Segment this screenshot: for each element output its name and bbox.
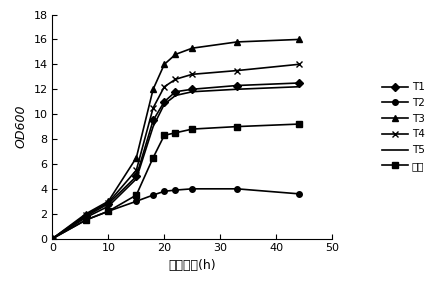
- Line: 商业: 商业: [49, 121, 302, 242]
- T3: [190, 47, 195, 50]
- 商业: [50, 237, 55, 240]
- Line: T2: T2: [50, 186, 302, 242]
- T5: [83, 216, 89, 219]
- T1: [106, 202, 111, 205]
- T1: [162, 100, 167, 103]
- T5: [296, 85, 301, 88]
- T3: [134, 156, 139, 159]
- T2: [50, 237, 55, 240]
- T1: [50, 237, 55, 240]
- T4: [296, 63, 301, 66]
- T3: [83, 212, 89, 215]
- T2: [83, 218, 89, 222]
- T3: [50, 237, 55, 240]
- T1: [296, 81, 301, 85]
- T1: [83, 214, 89, 218]
- T1: [234, 84, 239, 87]
- 商业: [134, 193, 139, 197]
- T5: [162, 102, 167, 106]
- T5: [234, 88, 239, 91]
- T3: [296, 38, 301, 41]
- T2: [106, 210, 111, 213]
- T2: [190, 187, 195, 191]
- Line: T4: T4: [49, 61, 302, 242]
- T2: [234, 187, 239, 191]
- T3: [173, 53, 178, 56]
- T4: [173, 77, 178, 81]
- T1: [134, 175, 139, 178]
- T5: [173, 94, 178, 97]
- T3: [150, 88, 156, 91]
- T5: [190, 90, 195, 93]
- T4: [190, 72, 195, 76]
- X-axis label: 发酵时间(h): 发酵时间(h): [169, 259, 216, 272]
- Legend: T1, T2, T3, T4, T5, 商业: T1, T2, T3, T4, T5, 商业: [382, 82, 425, 171]
- T5: [50, 237, 55, 240]
- T2: [296, 192, 301, 196]
- 商业: [162, 134, 167, 137]
- T1: [150, 119, 156, 122]
- 商业: [190, 127, 195, 131]
- Line: T1: T1: [50, 80, 302, 242]
- T5: [106, 205, 111, 208]
- T5: [150, 125, 156, 128]
- 商业: [234, 125, 239, 128]
- 商业: [106, 210, 111, 213]
- T4: [50, 237, 55, 240]
- Line: T5: T5: [52, 87, 298, 239]
- T5: [134, 177, 139, 181]
- T3: [106, 200, 111, 203]
- T3: [162, 63, 167, 66]
- T2: [162, 189, 167, 193]
- T4: [106, 201, 111, 204]
- T4: [234, 69, 239, 72]
- T2: [150, 193, 156, 197]
- T1: [173, 90, 178, 93]
- 商业: [173, 131, 178, 134]
- T4: [83, 213, 89, 217]
- T4: [162, 85, 167, 88]
- 商业: [150, 156, 156, 159]
- Line: T3: T3: [49, 36, 302, 242]
- T4: [150, 106, 156, 110]
- T4: [134, 168, 139, 172]
- T3: [234, 40, 239, 44]
- Y-axis label: OD600: OD600: [15, 105, 28, 148]
- 商业: [296, 122, 301, 126]
- 商业: [83, 218, 89, 222]
- T2: [134, 200, 139, 203]
- T1: [190, 88, 195, 91]
- T2: [173, 188, 178, 192]
